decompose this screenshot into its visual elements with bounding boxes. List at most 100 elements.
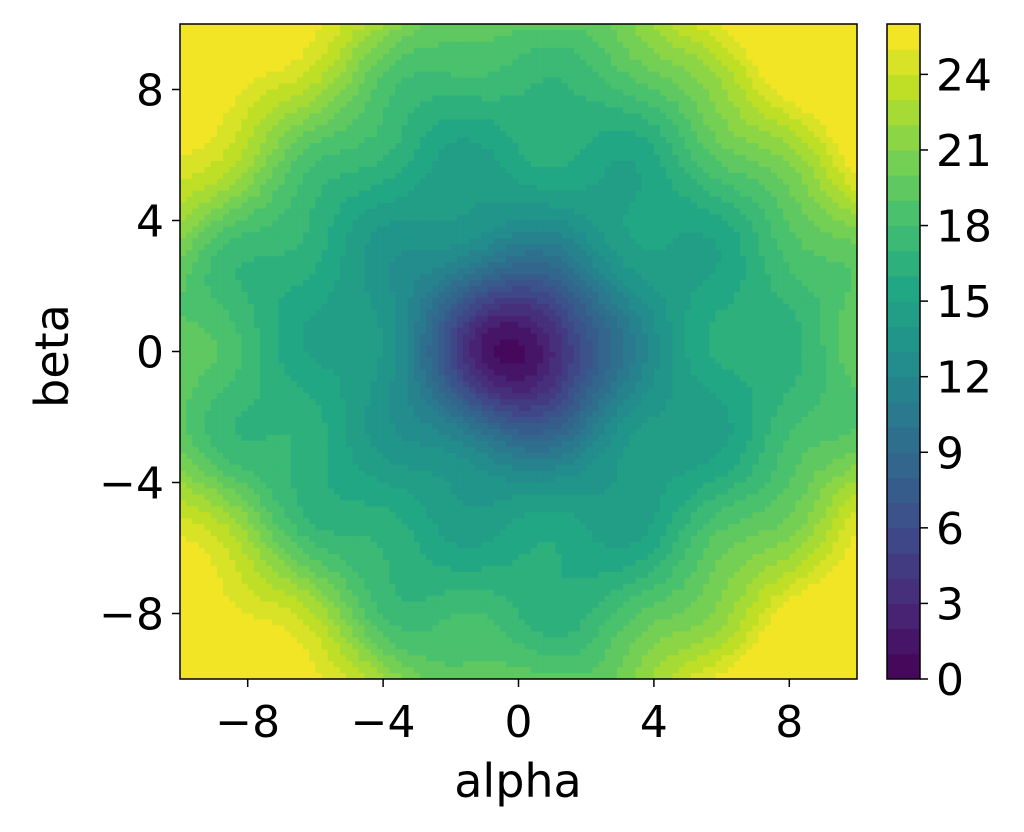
contour-cell bbox=[352, 351, 360, 359]
contour-cell bbox=[450, 553, 458, 561]
contour-cell bbox=[420, 613, 427, 621]
contour-cell bbox=[426, 565, 433, 573]
contour-cell bbox=[260, 143, 267, 150]
contour-cell bbox=[278, 417, 286, 424]
contour-cell bbox=[413, 113, 421, 120]
contour-cell bbox=[444, 351, 452, 359]
contour-cell bbox=[376, 244, 384, 251]
contour-cell bbox=[340, 89, 347, 97]
contour-cell bbox=[389, 41, 396, 49]
contour-cell bbox=[376, 41, 384, 49]
contour-cell bbox=[450, 208, 458, 216]
contour-cell bbox=[247, 577, 255, 585]
contour-cell bbox=[210, 83, 218, 91]
contour-cell bbox=[389, 488, 396, 495]
contour-cell bbox=[247, 607, 255, 615]
contour-cell bbox=[395, 226, 403, 233]
contour-cell bbox=[272, 428, 280, 436]
contour-cell bbox=[278, 530, 286, 537]
contour-cell bbox=[296, 405, 304, 412]
contour-cell bbox=[352, 595, 360, 603]
contour-cell bbox=[413, 411, 421, 418]
contour-cell bbox=[358, 137, 366, 144]
contour-cell bbox=[210, 649, 218, 656]
contour-cell bbox=[229, 125, 236, 132]
contour-cell bbox=[210, 565, 218, 573]
contour-cell bbox=[327, 286, 335, 293]
contour-cell bbox=[247, 548, 255, 555]
contour-cell bbox=[327, 363, 335, 370]
contour-cell bbox=[346, 196, 353, 204]
contour-cell bbox=[266, 649, 273, 656]
contour-cell bbox=[284, 101, 292, 108]
contour-cell bbox=[315, 440, 323, 448]
contour-cell bbox=[241, 107, 249, 114]
contour-cell bbox=[180, 524, 187, 531]
contour-cell bbox=[327, 95, 335, 102]
contour-cell bbox=[290, 673, 298, 679]
contour-cell bbox=[192, 95, 200, 102]
contour-cell bbox=[370, 381, 378, 388]
contour-cell bbox=[358, 482, 366, 490]
contour-cell bbox=[426, 422, 433, 430]
contour-cell bbox=[296, 369, 304, 376]
contour-cell bbox=[186, 637, 193, 644]
contour-cell bbox=[290, 309, 298, 317]
contour-cell bbox=[241, 536, 249, 543]
contour-cell bbox=[389, 238, 396, 245]
contour-cell bbox=[401, 667, 409, 674]
contour-cell bbox=[309, 571, 316, 579]
contour-cell bbox=[284, 29, 292, 37]
contour-cell bbox=[260, 524, 267, 531]
contour-cell bbox=[253, 369, 261, 376]
contour-cell bbox=[192, 274, 200, 281]
contour-cell bbox=[303, 601, 310, 609]
contour-cell bbox=[229, 89, 236, 97]
contour-cell bbox=[346, 553, 353, 561]
contour-cell bbox=[253, 381, 261, 388]
contour-cell bbox=[278, 381, 286, 388]
contour-cell bbox=[253, 518, 261, 525]
contour-cell bbox=[340, 559, 347, 567]
contour-cell bbox=[235, 333, 243, 341]
contour-cell bbox=[370, 178, 378, 186]
contour-cell bbox=[278, 155, 286, 162]
contour-cell bbox=[327, 256, 335, 263]
contour-cell bbox=[364, 601, 372, 609]
contour-cell bbox=[216, 256, 224, 263]
contour-cell bbox=[260, 71, 267, 79]
contour-cell bbox=[216, 542, 224, 549]
contour-cell bbox=[290, 286, 298, 293]
contour-cell bbox=[370, 417, 378, 424]
contour-cell bbox=[401, 29, 409, 37]
contour-cell bbox=[216, 643, 224, 650]
contour-cell bbox=[253, 65, 261, 73]
contour-cell bbox=[389, 137, 396, 144]
contour-cell bbox=[290, 601, 298, 609]
contour-cell bbox=[352, 29, 360, 37]
contour-cell bbox=[260, 595, 267, 603]
contour-cell bbox=[327, 607, 335, 615]
contour-cell bbox=[340, 673, 347, 679]
contour-cell bbox=[321, 369, 329, 376]
contour-cell bbox=[247, 83, 255, 91]
contour-cell bbox=[253, 524, 261, 531]
contour-cell bbox=[333, 345, 341, 353]
contour-cell bbox=[290, 440, 298, 448]
contour-cell bbox=[376, 333, 384, 341]
contour-cell bbox=[210, 476, 218, 484]
contour-cell bbox=[401, 202, 409, 210]
contour-cell bbox=[450, 643, 458, 650]
contour-cell bbox=[383, 268, 390, 275]
contour-cell bbox=[383, 89, 390, 97]
contour-cell bbox=[450, 214, 458, 222]
contour-cell bbox=[370, 89, 378, 97]
contour-cell bbox=[315, 417, 323, 424]
contour-cell bbox=[438, 417, 446, 424]
contour-cell bbox=[340, 655, 347, 662]
contour-cell bbox=[444, 381, 452, 388]
plot-area bbox=[180, 24, 857, 679]
contour-cell bbox=[186, 315, 193, 323]
contour-cell bbox=[247, 452, 255, 460]
contour-cell bbox=[370, 53, 378, 61]
